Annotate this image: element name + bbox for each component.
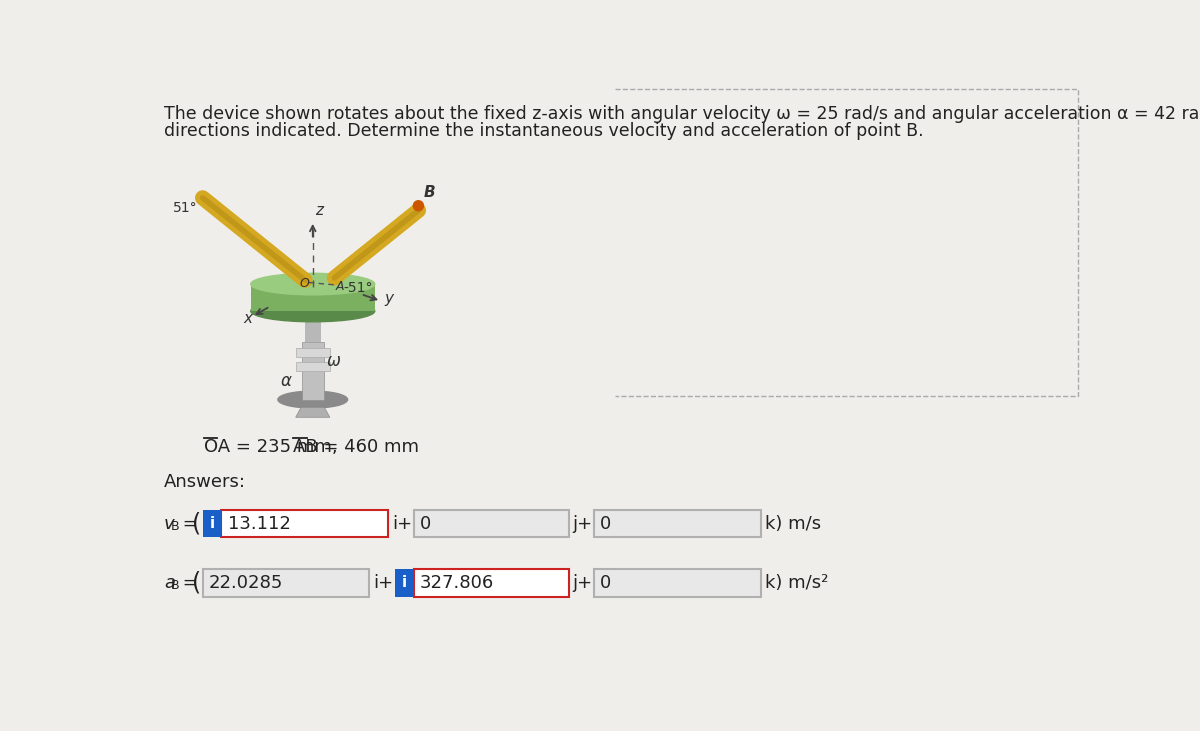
Text: =: = xyxy=(178,515,198,533)
Text: α: α xyxy=(281,373,292,390)
Text: k) m/s²: k) m/s² xyxy=(764,574,828,592)
Text: j+: j+ xyxy=(572,515,593,533)
Polygon shape xyxy=(302,342,324,400)
Text: Answers:: Answers: xyxy=(164,473,246,491)
Ellipse shape xyxy=(413,201,424,211)
Text: i+: i+ xyxy=(373,574,394,592)
Text: O: O xyxy=(300,277,310,290)
Text: v: v xyxy=(164,515,174,533)
FancyBboxPatch shape xyxy=(203,569,370,596)
Text: i+: i+ xyxy=(391,515,412,533)
Text: B: B xyxy=(170,520,180,533)
Text: =: = xyxy=(178,574,198,592)
FancyBboxPatch shape xyxy=(594,569,761,596)
Text: 13.112: 13.112 xyxy=(228,515,290,533)
Text: y: y xyxy=(384,292,394,306)
Text: OA = 235 mm,: OA = 235 mm, xyxy=(204,438,349,456)
FancyBboxPatch shape xyxy=(395,569,414,596)
Text: x: x xyxy=(242,311,252,325)
Polygon shape xyxy=(295,362,330,371)
Text: 327.806: 327.806 xyxy=(420,574,494,592)
Polygon shape xyxy=(295,348,330,357)
FancyBboxPatch shape xyxy=(414,510,569,537)
Polygon shape xyxy=(295,407,330,417)
FancyBboxPatch shape xyxy=(221,510,388,537)
Text: -51°: -51° xyxy=(343,281,373,295)
Text: The device shown rotates about the fixed z-axis with angular velocity ω = 25 rad: The device shown rotates about the fixed… xyxy=(164,105,1200,123)
Text: i: i xyxy=(210,516,215,531)
Text: (: ( xyxy=(192,571,200,595)
Polygon shape xyxy=(251,284,374,311)
Ellipse shape xyxy=(251,273,374,295)
Text: 51°: 51° xyxy=(173,201,198,215)
Text: (: ( xyxy=(192,512,200,536)
FancyBboxPatch shape xyxy=(414,569,569,596)
Ellipse shape xyxy=(251,300,374,322)
Text: z: z xyxy=(316,202,323,218)
Text: 0: 0 xyxy=(600,515,612,533)
Text: directions indicated. Determine the instantaneous velocity and acceleration of p: directions indicated. Determine the inst… xyxy=(164,121,924,140)
FancyBboxPatch shape xyxy=(203,510,221,537)
Text: i: i xyxy=(402,575,407,591)
Text: 0: 0 xyxy=(420,515,431,533)
Text: A: A xyxy=(336,280,344,293)
FancyBboxPatch shape xyxy=(594,510,761,537)
Text: 22.0285: 22.0285 xyxy=(209,574,283,592)
Text: B: B xyxy=(170,580,180,592)
Text: B: B xyxy=(424,184,436,200)
Text: a: a xyxy=(164,574,175,592)
Ellipse shape xyxy=(278,391,348,408)
Text: AB = 460 mm: AB = 460 mm xyxy=(293,438,419,456)
Polygon shape xyxy=(305,311,320,342)
Text: j+: j+ xyxy=(572,574,593,592)
Text: ω: ω xyxy=(326,352,341,371)
Text: 0: 0 xyxy=(600,574,612,592)
Text: k) m/s: k) m/s xyxy=(764,515,821,533)
